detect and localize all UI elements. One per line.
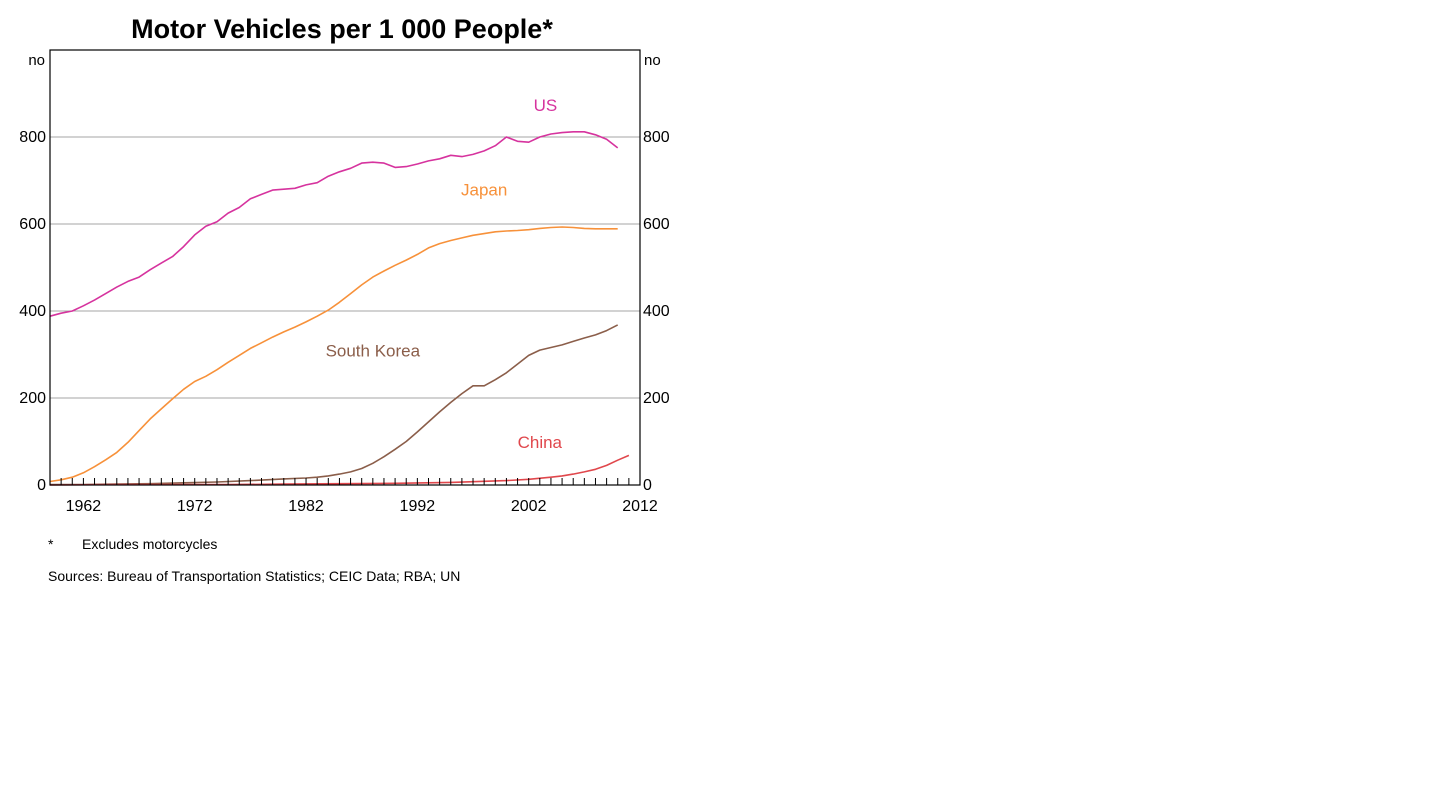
x-tick-label-1972: 1972 (177, 498, 213, 515)
footnote: Excludes motorcycles (82, 536, 217, 552)
y-tick-label-right-200: 200 (643, 390, 670, 407)
series-lines (49, 131, 630, 486)
y-tick-label-left-800: 800 (19, 129, 46, 146)
series-label-south-korea: South Korea (326, 342, 421, 361)
y-tick-label-left-600: 600 (19, 216, 46, 233)
sources-note: Sources: Bureau of Transportation Statis… (48, 568, 460, 584)
x-tick-label-2012: 2012 (622, 498, 658, 515)
x-tick-label-1962: 1962 (66, 498, 102, 515)
y-tick-label-left-0: 0 (37, 477, 46, 494)
y-axis-label-right: no (644, 52, 661, 69)
x-tick-label-2002: 2002 (511, 498, 547, 515)
chart-title: Motor Vehicles per 1 000 People* (131, 14, 553, 44)
y-tick-label-left-200: 200 (19, 390, 46, 407)
plot-frame (49, 49, 641, 486)
series-line-us (49, 131, 619, 317)
x-tick-label-1982: 1982 (288, 498, 324, 515)
y-tick-label-right-400: 400 (643, 303, 670, 320)
footnote-marker: * (48, 536, 54, 552)
series-line-japan (49, 226, 618, 483)
series-label-japan: Japan (461, 181, 507, 200)
y-tick-label-right-600: 600 (643, 216, 670, 233)
y-axis-label-left: no (28, 52, 45, 69)
y-tick-label-right-0: 0 (643, 477, 652, 494)
y-tick-label-left-400: 400 (19, 303, 46, 320)
series-labels: US Japan South Korea China (326, 96, 563, 452)
axes: 0 0 200 200 400 400 600 600 800 800 1962 1972 1982 19… (19, 129, 670, 515)
series-label-us: US (534, 96, 558, 115)
x-tick-label-1992: 1992 (400, 498, 436, 515)
series-label-china: China (518, 433, 563, 452)
y-tick-label-right-800: 800 (643, 129, 670, 146)
